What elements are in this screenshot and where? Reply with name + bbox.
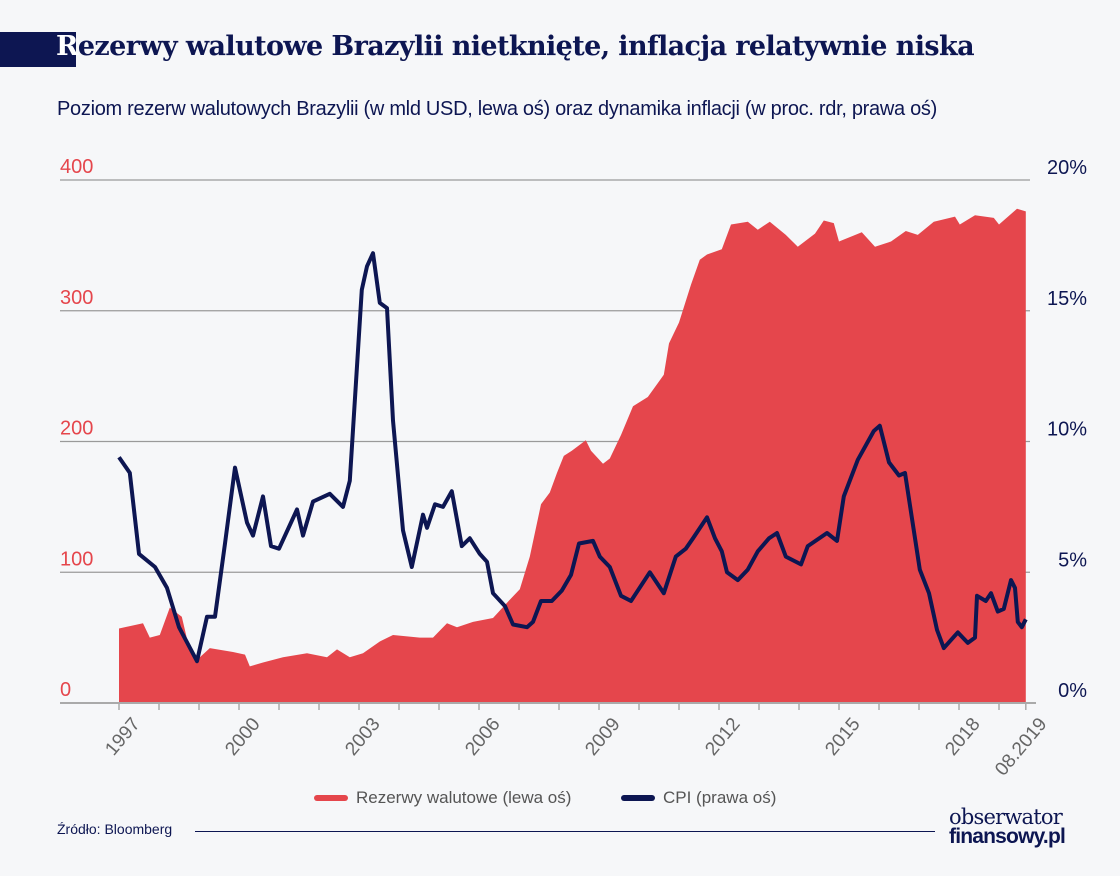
legend-item-cpi: CPI (prawa oś) xyxy=(621,788,776,808)
right-axis-tick-label: 10% xyxy=(1047,419,1087,441)
x-axis-tick-label: 2009 xyxy=(581,714,624,760)
x-axis-ticks xyxy=(118,703,1027,710)
publisher-logo: obserwator finansowy.pl xyxy=(949,805,1066,848)
legend-swatch-reserves xyxy=(314,795,348,801)
right-axis-tick-label: 15% xyxy=(1047,288,1087,310)
x-axis-tick-label: 2012 xyxy=(701,714,744,760)
left-axis-tick-label: 300 xyxy=(60,287,93,309)
chart-subtitle: Poziom rezerw walutowych Brazylii (w mld… xyxy=(57,98,937,120)
source-note: Źródło: Bloomberg xyxy=(57,821,173,837)
left-axis-tick-label: 400 xyxy=(60,156,93,178)
x-axis-tick-label: 1997 xyxy=(101,714,144,760)
title-accent-bar xyxy=(0,32,76,67)
x-axis-tick-label: 2003 xyxy=(341,714,384,760)
left-axis-tick-label: 100 xyxy=(60,548,93,570)
x-axis-tick-label: 2015 xyxy=(821,714,864,760)
x-axis-tick-label: 2000 xyxy=(221,714,264,760)
cpi-line xyxy=(117,251,1028,664)
footer-divider xyxy=(195,831,935,832)
right-axis-tick-label: 20% xyxy=(1047,157,1087,179)
left-axis-tick-label: 200 xyxy=(60,418,93,440)
legend-swatch-cpi xyxy=(621,795,655,801)
left-axis-tick-label: 0 xyxy=(60,679,71,701)
x-axis-tick-label: 08.2019 xyxy=(991,714,1051,780)
x-axis-tick-label: 2006 xyxy=(461,714,504,760)
legend-item-reserves: Rezerwy walutowe (lewa oś) xyxy=(314,788,571,808)
reserves-area xyxy=(119,208,1026,704)
chart-title: Rezerwy walutowe Brazylii nietknięte, in… xyxy=(56,31,975,62)
x-axis-tick-label: 2018 xyxy=(941,714,984,760)
right-axis-tick-label: 0% xyxy=(1058,680,1087,702)
right-axis-tick-label: 5% xyxy=(1058,549,1087,571)
